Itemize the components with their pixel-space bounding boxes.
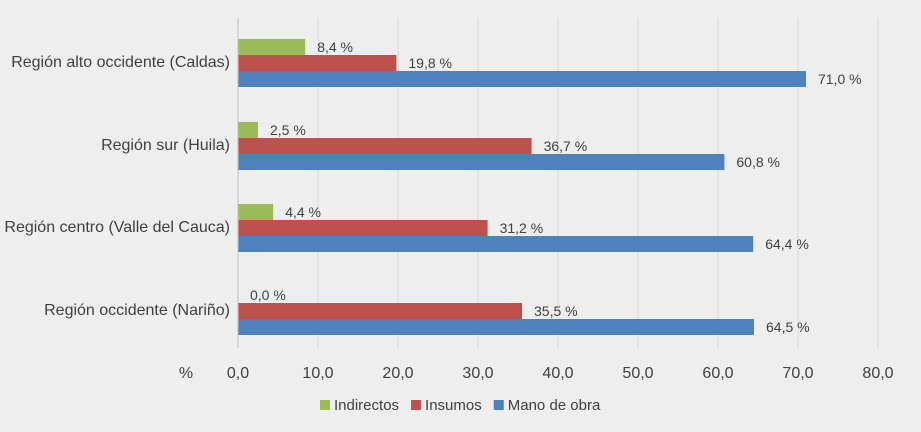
bars [238,39,806,335]
data-label: 60,8 % [736,154,780,170]
bar-mano-de-obra [238,236,754,252]
data-label: 35,5 % [534,303,578,319]
bar-mano-de-obra [238,154,725,170]
bar-indirectos [238,204,274,220]
legend: Indirectos Insumos Mano de obra [320,397,601,414]
data-label: 71,0 % [818,71,862,87]
data-label: 36,7 % [544,138,588,154]
legend-label: Insumos [425,397,482,414]
category-label: Región centro (Valle del Cauca) [4,219,230,236]
x-tick-label: 60,0 [702,365,733,382]
x-tick-label: 30,0 [462,365,493,382]
x-axis-unit-label: % [179,365,193,382]
data-label: 2,5 % [270,122,306,138]
x-tick-label: 70,0 [782,365,813,382]
x-tick-label: 20,0 [382,365,413,382]
bar-mano-de-obra [238,319,754,335]
data-label: 31,2 % [500,220,544,236]
bar-insumos [238,220,488,236]
data-label: 4,4 % [285,204,321,220]
legend-label: Mano de obra [508,397,601,414]
labels: 0,0 10,0 20,0 30,0 40,0 50,0 60,0 70,0 80,0 Regió… [4,39,893,382]
x-tick-label: 50,0 [622,365,653,382]
data-label: 64,5 % [766,319,810,335]
bar-insumos [238,55,397,71]
bar-indirectos [238,122,258,138]
legend-swatch [411,400,422,410]
category-label: Región occidente (Nariño) [44,302,230,319]
gridlines [317,18,879,348]
x-tick-label: 40,0 [542,365,573,382]
legend-label: Indirectos [334,397,399,414]
data-label: 19,8 % [408,55,452,71]
bar-insumos [238,138,532,154]
bar-insumos [238,303,522,319]
x-tick-label: 0,0 [227,365,249,382]
data-label: 8,4 % [317,39,353,55]
category-label: Región sur (Huila) [101,137,230,154]
bar-indirectos [238,39,306,55]
x-tick-label: 10,0 [302,365,333,382]
x-tick-label: 80,0 [862,365,893,382]
data-label: 64,4 % [765,236,809,252]
legend-swatch [320,400,330,410]
bar-mano-de-obra [238,71,806,87]
data-label: 0,0 % [250,287,286,303]
category-label: Región alto occidente (Caldas) [11,54,230,71]
legend-swatch [493,400,504,410]
